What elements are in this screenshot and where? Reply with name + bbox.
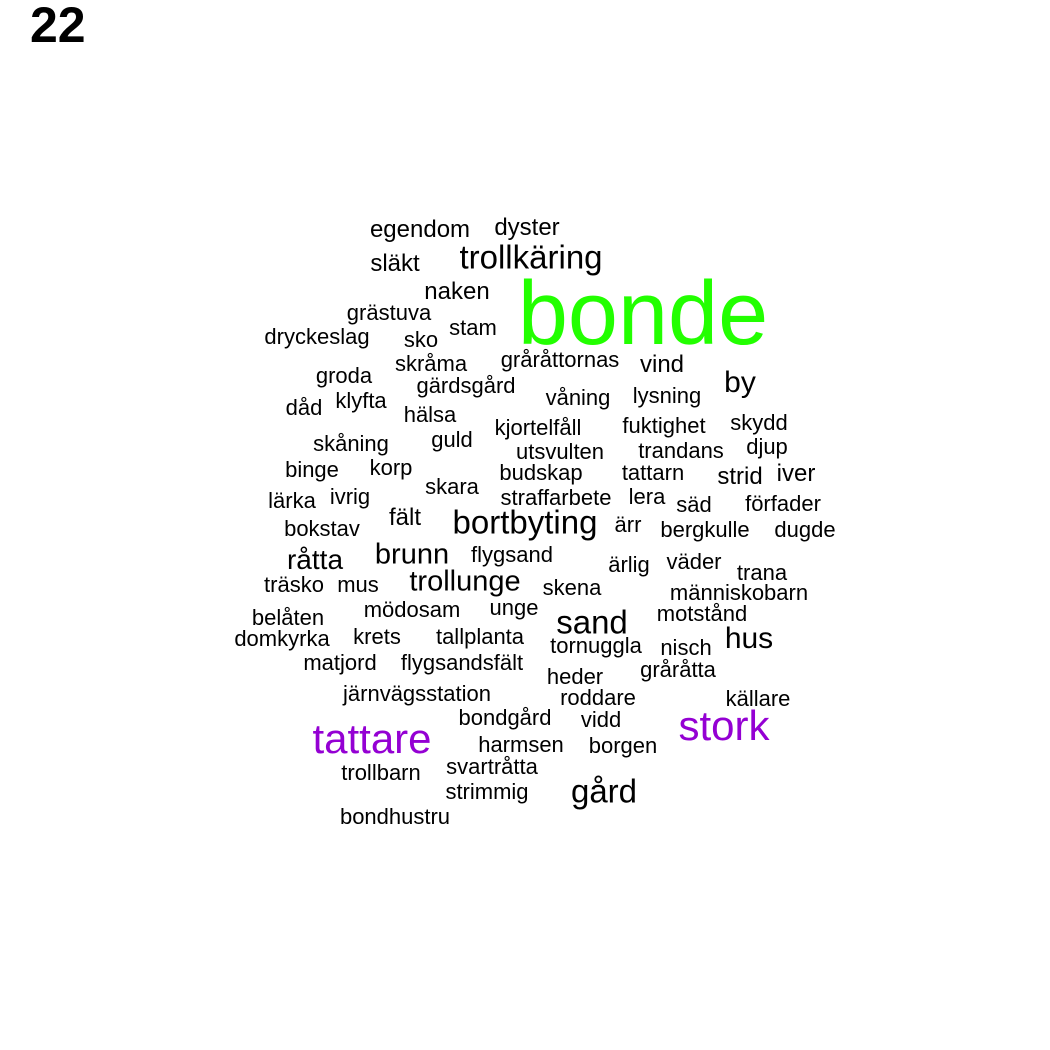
cloud-word: väder [666, 549, 722, 574]
cloud-word: roddare [560, 685, 636, 710]
cloud-word: skåning [313, 431, 389, 456]
cloud-word: grästuva [346, 300, 432, 325]
cloud-word: ivrig [329, 484, 371, 509]
cloud-word: skydd [730, 410, 788, 435]
cloud-word: guld [431, 427, 473, 452]
cloud-word: fuktighet [622, 413, 706, 438]
cloud-word: motstånd [656, 601, 748, 626]
cloud-word: sko [403, 327, 439, 352]
cloud-word: heder [546, 664, 604, 689]
cloud-word: tornuggla [550, 633, 642, 658]
cloud-word: dugde [774, 517, 836, 542]
cloud-word: naken [424, 278, 490, 305]
cloud-word: säd [676, 492, 712, 517]
cloud-word: gråråttornas [500, 347, 620, 372]
cloud-word: egendom [369, 216, 471, 243]
cloud-word: skråma [394, 351, 468, 376]
cloud-word: strimmig [445, 779, 529, 804]
cloud-word: fält [388, 504, 422, 531]
cloud-word: lysning [632, 383, 702, 408]
cloud-word: hus [724, 622, 774, 655]
cloud-word: krets [353, 624, 401, 649]
cloud-word: bondhustru [339, 804, 451, 829]
cloud-word: träsko [264, 572, 324, 597]
cloud-word: budskap [499, 460, 583, 485]
cloud-word: brunn [374, 538, 450, 571]
cloud-word: stam [449, 315, 497, 340]
cloud-word: klyfta [335, 388, 387, 413]
cloud-word: iver [776, 460, 816, 487]
cloud-word: lärka [268, 488, 316, 513]
cloud-word: stork [678, 702, 770, 749]
cloud-word: strid [717, 463, 763, 490]
cloud-word: bergkulle [660, 517, 750, 542]
cloud-word: råtta [286, 544, 344, 575]
cloud-word: mödosam [363, 597, 461, 622]
cloud-word: flygsandsfält [400, 650, 524, 675]
cloud-word: bonde [517, 264, 769, 364]
page-number: 22 [30, 0, 86, 53]
cloud-word: trollkäring [459, 238, 603, 276]
cloud-word: tallplanta [435, 624, 525, 649]
cloud-word: domkyrka [234, 626, 330, 651]
cloud-word: vind [639, 351, 685, 378]
cloud-word: flygsand [471, 542, 553, 567]
cloud-word: släkt [370, 250, 420, 277]
cloud-word: dyster [494, 214, 560, 241]
cloud-word: gråråtta [640, 657, 716, 682]
cloud-word: svartråtta [446, 754, 538, 779]
cloud-word: sand [556, 603, 628, 641]
cloud-word: kjortelfåll [494, 415, 582, 440]
cloud-word: lera [628, 484, 666, 509]
cloud-word: belåten [251, 605, 325, 630]
cloud-word: vidd [580, 707, 622, 732]
cloud-word: harmsen [478, 732, 564, 757]
cloud-word: trollbarn [341, 760, 421, 785]
cloud-word: källare [725, 686, 791, 711]
cloud-word: bortbyting [452, 503, 598, 541]
cloud-word: nisch [660, 635, 712, 660]
cloud-word: människobarn [669, 580, 809, 605]
cloud-word: utsvulten [515, 439, 605, 464]
cloud-word: borgen [588, 733, 658, 758]
cloud-word: ärr [614, 512, 642, 537]
cloud-word: hälsa [403, 402, 457, 427]
cloud-word: skena [542, 575, 602, 600]
cloud-word: gärdsgård [416, 373, 516, 398]
cloud-word: dryckeslag [264, 324, 370, 349]
cloud-word: trandans [638, 438, 724, 463]
cloud-word: tattarn [621, 460, 685, 485]
cloud-word: straffarbete [500, 485, 612, 510]
cloud-word: förfader [745, 491, 821, 516]
cloud-word: korp [369, 455, 413, 480]
cloud-word: järnvägsstation [343, 681, 491, 706]
cloud-word: matjord [303, 650, 377, 675]
cloud-word: groda [315, 363, 373, 388]
cloud-word: trana [736, 560, 788, 585]
cloud-word: ärlig [608, 552, 650, 577]
cloud-word: binge [285, 457, 339, 482]
cloud-word: tattare [312, 715, 432, 762]
cloud-word: skara [425, 474, 479, 499]
cloud-word: våning [545, 385, 611, 410]
cloud-word: unge [489, 595, 539, 620]
cloud-word: mus [337, 572, 379, 597]
cloud-word: bondgård [458, 705, 552, 730]
cloud-word: by [724, 366, 756, 399]
cloud-word: gård [570, 772, 638, 810]
cloud-word: dåd [285, 395, 323, 420]
cloud-word: bokstav [284, 516, 360, 541]
cloud-word: trollunge [409, 565, 521, 598]
cloud-word: djup [746, 434, 788, 459]
